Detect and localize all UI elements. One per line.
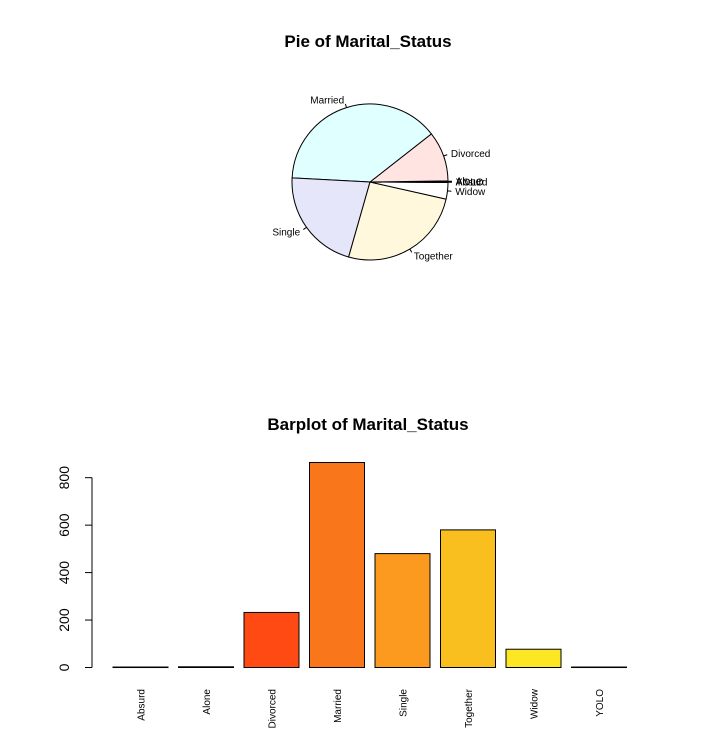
- pie-label-widow: Widow: [455, 187, 486, 198]
- pie-leader-married: [344, 103, 347, 108]
- pie-label-single: Single: [272, 227, 300, 238]
- x-label-alone: Alone: [202, 689, 213, 715]
- pie-leader-divorced: [443, 154, 448, 157]
- pie-slice-single: [291, 177, 371, 258]
- pie-label-divorced: Divorced: [451, 149, 490, 160]
- bar-single: [374, 553, 431, 668]
- bar-widow: [505, 648, 562, 669]
- bar-absurd: [112, 666, 169, 669]
- bar-yolo: [571, 666, 627, 669]
- x-label-divorced: Divorced: [268, 689, 279, 728]
- y-tick-label: 400: [56, 561, 72, 585]
- bar-together: [440, 529, 496, 669]
- x-label-yolo: YOLO: [595, 689, 606, 717]
- x-label-single: Single: [399, 689, 410, 717]
- y-tick-label: 200: [56, 608, 72, 632]
- pie-leader-together: [409, 248, 413, 253]
- pie-label-together: Together: [414, 251, 454, 262]
- pie-label-absurd: Absurd: [456, 177, 488, 188]
- x-label-absurd: Absurd: [137, 689, 148, 721]
- pie-chart-title: Pie of Marital_Status: [284, 32, 451, 51]
- pie-slice-together: [348, 181, 447, 261]
- x-label-together: Together: [464, 688, 475, 728]
- bar-x-labels: Absurd Alone Divorced Married Single Together…: [137, 688, 607, 728]
- y-tick-label: 800: [56, 466, 72, 490]
- pie-label-married: Married: [310, 96, 344, 107]
- bar-chart-title: Barplot of Marital_Status: [267, 415, 468, 434]
- y-tick-label: 600: [56, 513, 72, 537]
- pie-leader-single: [303, 226, 307, 230]
- x-label-married: Married: [333, 689, 344, 723]
- x-label-widow: Widow: [530, 688, 541, 719]
- y-tick-label: 0: [56, 663, 72, 671]
- bar-chart: [112, 462, 627, 669]
- bar-y-axis: 0 200 400 600 800: [56, 466, 93, 671]
- bar-alone: [178, 666, 234, 669]
- pie-label-alone: Alone: [456, 177, 482, 188]
- bar-married: [309, 462, 365, 668]
- bar-divorced: [243, 611, 300, 668]
- pie-label-yolo: YOLO: [456, 178, 484, 189]
